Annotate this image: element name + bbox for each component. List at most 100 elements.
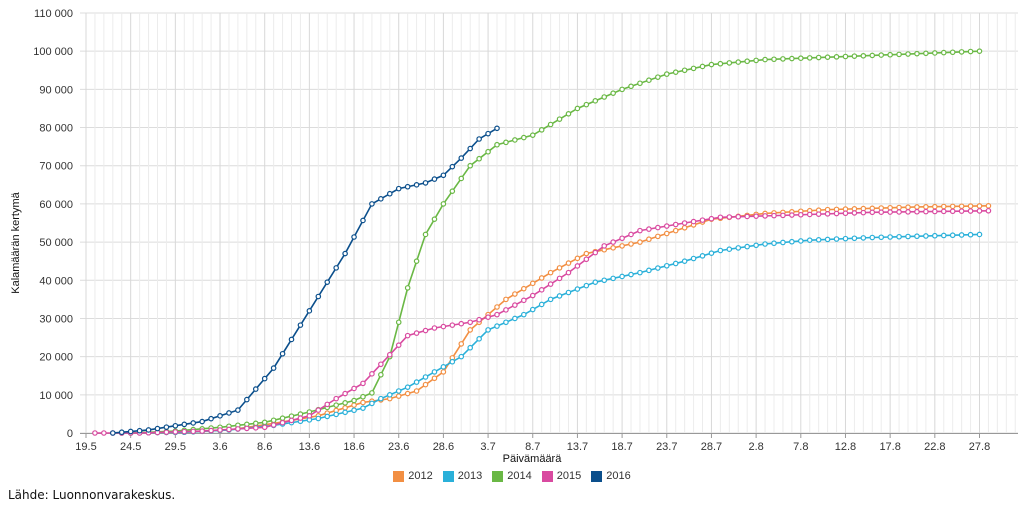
data-point[interactable]	[940, 208, 947, 215]
data-point[interactable]	[556, 116, 563, 122]
data-point[interactable]	[458, 353, 465, 360]
data-point[interactable]	[762, 241, 768, 247]
data-point[interactable]	[646, 77, 652, 84]
data-point[interactable]	[655, 74, 661, 80]
data-point[interactable]	[342, 390, 348, 397]
data-point[interactable]	[923, 50, 929, 57]
data-point[interactable]	[878, 209, 885, 215]
data-point[interactable]	[851, 235, 858, 242]
data-point[interactable]	[351, 234, 357, 240]
data-point[interactable]	[637, 269, 643, 276]
data-point[interactable]	[940, 203, 947, 210]
data-point[interactable]	[512, 137, 518, 143]
legend-item-2014[interactable]: 2014	[492, 470, 532, 482]
data-point[interactable]	[395, 393, 402, 399]
data-point[interactable]	[378, 371, 384, 378]
data-point[interactable]	[610, 275, 616, 282]
data-point[interactable]	[896, 233, 902, 240]
data-point[interactable]	[958, 208, 965, 214]
data-point[interactable]	[485, 314, 491, 320]
data-point[interactable]	[494, 311, 500, 318]
data-point[interactable]	[467, 145, 474, 152]
data-point[interactable]	[896, 204, 902, 211]
data-point[interactable]	[467, 162, 474, 169]
data-point[interactable]	[529, 292, 536, 299]
data-point[interactable]	[690, 65, 697, 72]
data-point[interactable]	[181, 428, 188, 435]
data-point[interactable]	[726, 246, 733, 252]
data-point[interactable]	[628, 241, 634, 247]
data-point[interactable]	[279, 415, 286, 421]
data-point[interactable]	[815, 211, 822, 217]
data-point[interactable]	[413, 388, 420, 394]
data-point[interactable]	[914, 204, 920, 210]
data-point[interactable]	[592, 249, 599, 256]
data-point[interactable]	[905, 233, 911, 240]
data-point[interactable]	[932, 50, 938, 56]
data-point[interactable]	[914, 233, 920, 240]
data-point[interactable]	[887, 51, 893, 58]
data-point[interactable]	[422, 327, 429, 334]
data-point[interactable]	[574, 105, 581, 112]
data-point[interactable]	[386, 351, 393, 358]
data-point[interactable]	[851, 53, 858, 59]
data-point[interactable]	[619, 273, 625, 280]
data-point[interactable]	[726, 60, 733, 66]
data-point[interactable]	[190, 428, 197, 435]
data-point[interactable]	[619, 235, 625, 242]
data-point[interactable]	[681, 258, 688, 264]
data-point[interactable]	[235, 407, 241, 413]
data-point[interactable]	[780, 56, 786, 62]
data-point[interactable]	[378, 196, 384, 202]
data-point[interactable]	[672, 221, 679, 228]
data-point[interactable]	[386, 190, 393, 197]
data-point[interactable]	[485, 130, 491, 137]
data-point[interactable]	[449, 322, 456, 328]
data-point[interactable]	[583, 250, 590, 257]
data-point[interactable]	[494, 125, 500, 132]
data-point[interactable]	[547, 269, 554, 276]
data-point[interactable]	[413, 258, 420, 264]
data-point[interactable]	[610, 245, 616, 251]
data-point[interactable]	[538, 287, 545, 293]
data-point[interactable]	[244, 396, 250, 403]
data-point[interactable]	[431, 176, 438, 182]
data-point[interactable]	[556, 265, 563, 271]
data-point[interactable]	[369, 201, 375, 207]
data-point[interactable]	[351, 402, 357, 408]
data-point[interactable]	[369, 371, 375, 377]
data-point[interactable]	[896, 209, 902, 215]
data-point[interactable]	[976, 231, 983, 238]
data-point[interactable]	[404, 384, 411, 390]
data-point[interactable]	[226, 426, 232, 433]
data-point[interactable]	[815, 237, 822, 243]
data-point[interactable]	[360, 405, 366, 411]
data-point[interactable]	[101, 430, 107, 436]
data-point[interactable]	[431, 369, 438, 375]
data-point[interactable]	[440, 172, 447, 179]
data-point[interactable]	[440, 369, 447, 375]
data-point[interactable]	[395, 185, 402, 192]
data-point[interactable]	[744, 213, 750, 220]
data-point[interactable]	[699, 217, 706, 223]
data-point[interactable]	[538, 275, 545, 281]
data-point[interactable]	[110, 430, 116, 436]
data-point[interactable]	[360, 399, 366, 406]
data-point[interactable]	[494, 304, 500, 310]
data-point[interactable]	[842, 53, 849, 60]
data-point[interactable]	[333, 411, 339, 418]
data-point[interactable]	[923, 233, 929, 239]
data-point[interactable]	[404, 285, 411, 291]
data-point[interactable]	[833, 54, 840, 60]
data-point[interactable]	[190, 420, 197, 426]
data-point[interactable]	[547, 296, 554, 303]
data-point[interactable]	[395, 342, 402, 348]
data-point[interactable]	[476, 136, 482, 142]
data-point[interactable]	[342, 250, 348, 257]
data-point[interactable]	[976, 48, 983, 54]
data-point[interactable]	[503, 139, 509, 146]
data-point[interactable]	[771, 56, 777, 63]
data-point[interactable]	[869, 234, 876, 241]
data-point[interactable]	[503, 319, 509, 326]
data-point[interactable]	[485, 148, 491, 155]
